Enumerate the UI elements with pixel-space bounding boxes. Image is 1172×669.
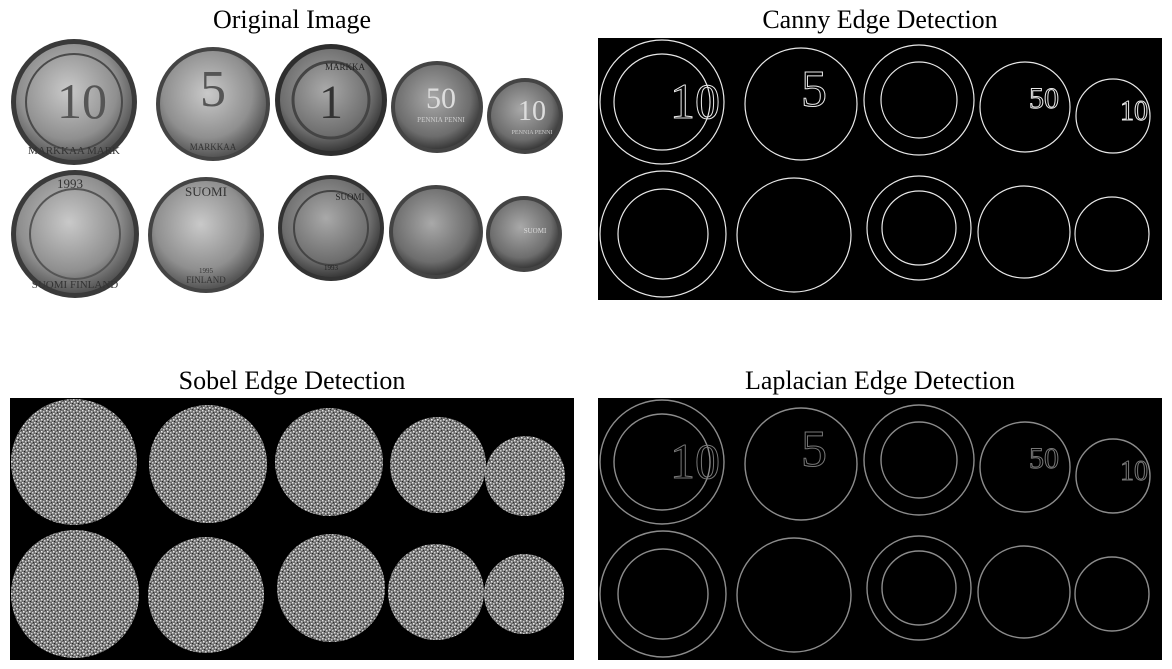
svg-text:5: 5	[801, 61, 827, 118]
coin-year: 1993	[324, 264, 339, 272]
coin-denomination: 10	[57, 73, 107, 129]
coin-country: SUOMI	[335, 192, 364, 202]
svg-text:10: 10	[670, 433, 720, 489]
svg-text:10: 10	[670, 73, 720, 129]
coin-50-pennia: 50 PENNIA PENNI	[391, 61, 483, 153]
svg-text:5: 5	[801, 421, 827, 478]
laplacian-edge-details: 10 5 50 10	[670, 421, 1149, 490]
coin-10-pennia: 10 PENNIA PENNI	[487, 78, 563, 154]
coin-marking: PENNIA PENNI	[417, 116, 465, 124]
original-image-title: Original Image	[212, 5, 372, 34]
coin-1-markka: 1 MARKKA	[275, 44, 387, 156]
sobel-edge-title: Sobel Edge Detection	[178, 366, 406, 395]
laplacian-edge-rings	[599, 399, 1151, 658]
canny-edge-details: 10 5 50 10	[670, 61, 1149, 130]
coin-marking: SUOMI FINLAND	[32, 279, 119, 291]
canny-edge-title: Canny Edge Detection	[762, 5, 998, 34]
coin-5-markkaa-reverse: SUOMI 1995 FINLAND	[148, 177, 264, 293]
laplacian-edge-panel: 10 5 50 10	[598, 398, 1162, 660]
coin-marking: FINLAND	[186, 275, 226, 285]
coin-marking: MARKKA	[325, 62, 366, 72]
coin-year: 1995	[199, 267, 214, 275]
canny-edge-panel: 10 5 50 10	[598, 38, 1162, 300]
coin-5-markkaa: 5 MARKKAA	[156, 47, 270, 161]
coin-10-markkaa: 10 MARKKAA MARK	[11, 39, 137, 165]
coin-10-pennia-reverse: SUOMI	[486, 196, 562, 272]
coin-50-pennia-reverse	[389, 185, 483, 279]
sobel-coin-blobs	[11, 399, 565, 658]
laplacian-edge-title: Laplacian Edge Detection	[745, 366, 1015, 395]
coin-10-markkaa-reverse: 1993 SUOMI FINLAND	[11, 170, 139, 298]
svg-text:50: 50	[1029, 442, 1059, 475]
coin-year: 1993	[57, 176, 83, 191]
coin-row-bottom: 1993 SUOMI FINLAND SUOMI 1995 FINLAND SU…	[11, 170, 562, 298]
sobel-edge-panel	[10, 398, 574, 660]
coin-marking: PENNIA PENNI	[512, 130, 553, 136]
original-image-panel: 10 MARKKAA MARK 5 MARKKAA 1 MARKKA 50 PE…	[10, 38, 574, 300]
coin-marking: MARKKAA MARK	[28, 145, 120, 157]
coin-1-markka-reverse: SUOMI 1993	[278, 175, 384, 281]
coin-denomination: 10	[518, 96, 546, 127]
svg-text:50: 50	[1029, 82, 1059, 115]
coin-row-top: 10 MARKKAA MARK 5 MARKKAA 1 MARKKA 50 PE…	[11, 39, 563, 165]
coin-marking: MARKKAA	[190, 142, 237, 152]
svg-text:10: 10	[1120, 96, 1148, 127]
coin-denomination: 5	[200, 61, 226, 118]
svg-text:10: 10	[1120, 456, 1148, 487]
canny-edge-rings	[599, 39, 1151, 298]
coin-country: SUOMI	[524, 227, 547, 235]
coin-denomination: 1	[319, 76, 343, 129]
coin-denomination: 50	[426, 82, 456, 115]
coin-country: SUOMI	[185, 184, 227, 199]
